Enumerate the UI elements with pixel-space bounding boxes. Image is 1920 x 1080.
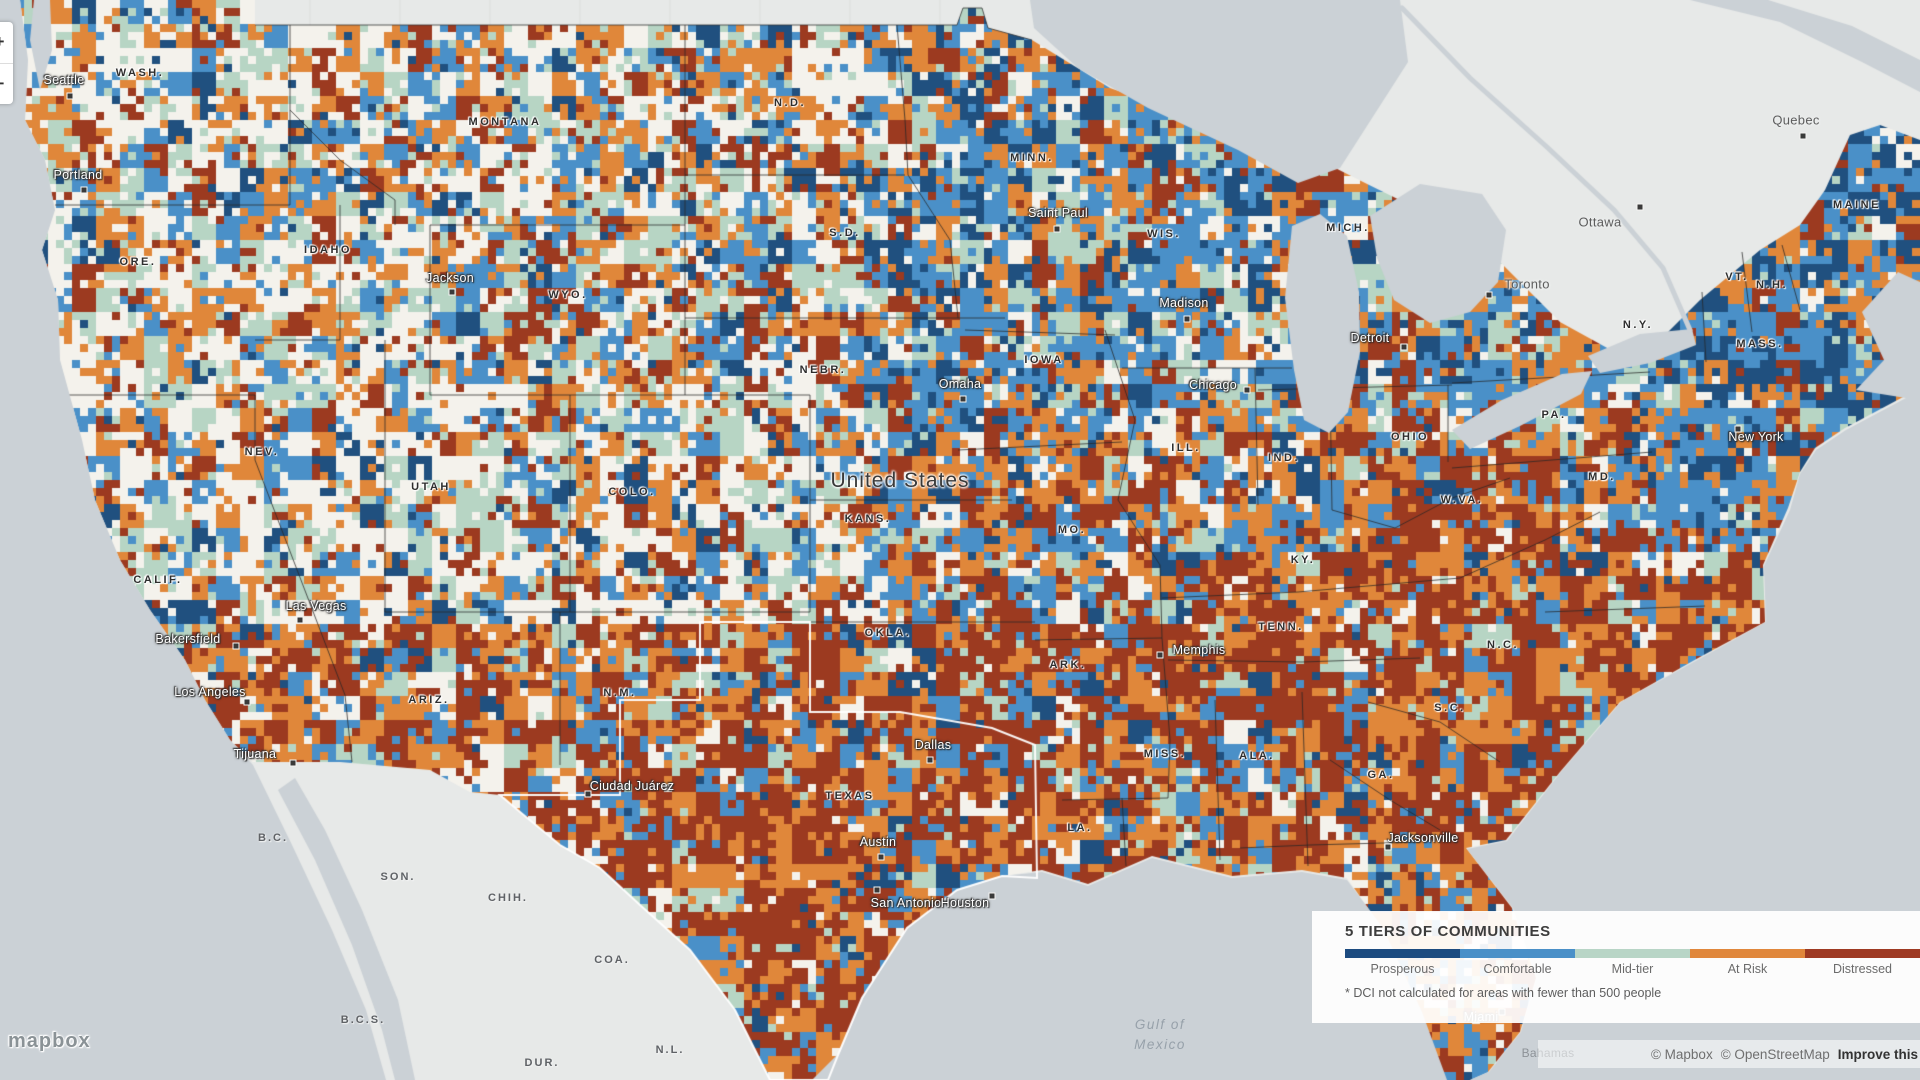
legend-title: 5 TIERS OF COMMUNITIES: [1345, 923, 1551, 940]
legend-swatch-at-risk: [1690, 949, 1805, 958]
mapbox-logo[interactable]: mapbox: [8, 1030, 91, 1052]
osm-attribution-link[interactable]: © OpenStreetMap: [1720, 1046, 1830, 1062]
legend: 5 TIERS OF COMMUNITIES Prosperous Comfort…: [1312, 911, 1920, 1023]
zoom-control-divider: [0, 62, 13, 64]
legend-swatch-mid-tier: [1575, 949, 1690, 958]
legend-tier-label: Prosperous: [1370, 962, 1435, 976]
legend-tier-label: Distressed: [1832, 962, 1893, 976]
legend-tier-label: At Risk: [1727, 962, 1768, 976]
zoom-out-button[interactable]: −: [0, 64, 13, 105]
zoom-control: + −: [0, 22, 13, 104]
legend-color-bar: [1345, 949, 1920, 958]
attribution-bar: © Mapbox © OpenStreetMap Improve this: [1538, 1040, 1920, 1068]
mapbox-attribution-link[interactable]: © Mapbox: [1650, 1046, 1713, 1062]
legend-swatch-prosperous: [1345, 949, 1460, 958]
zoom-in-button[interactable]: +: [0, 22, 13, 63]
legend-swatch-distressed: [1805, 949, 1920, 958]
legend-footnote: * DCI not calculated for areas with fewe…: [1345, 986, 1662, 1000]
legend-tier-label: Mid-tier: [1611, 962, 1654, 976]
legend-tier-label: Comfortable: [1483, 962, 1552, 976]
improve-map-link[interactable]: Improve this: [1837, 1046, 1918, 1062]
legend-swatch-comfortable: [1460, 949, 1575, 958]
legend-tier-labels: Prosperous Comfortable Mid-tier At Risk Dist…: [1345, 962, 1920, 976]
